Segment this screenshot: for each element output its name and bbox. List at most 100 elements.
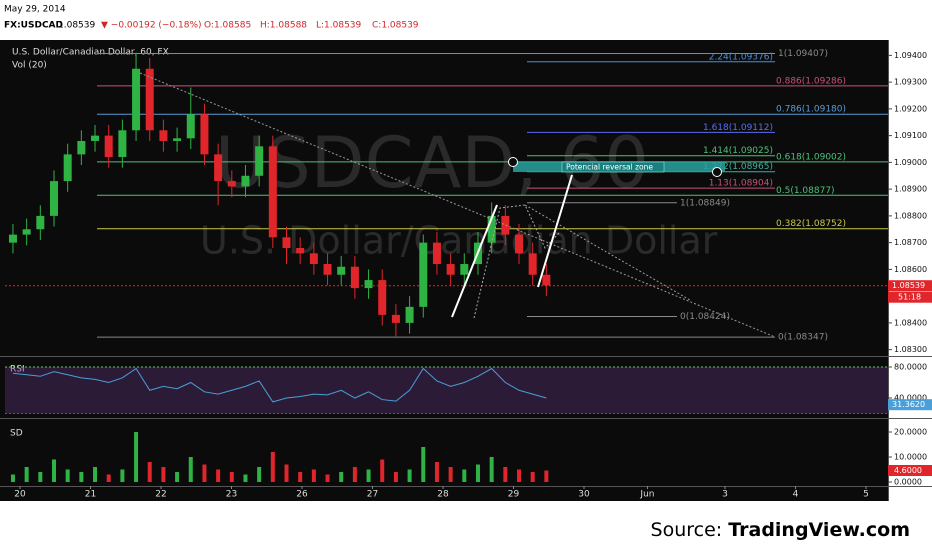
candle-body: [501, 215, 510, 235]
anchor-point: [712, 167, 722, 177]
candle-body: [378, 280, 387, 315]
sd-bar: [489, 457, 494, 482]
sd-bar: [407, 469, 412, 482]
sd-bar: [448, 467, 453, 482]
chart-subtitle: Vol (20): [12, 61, 47, 71]
x-tick-label: 21: [85, 490, 96, 500]
change: ▼ −0.00192 (−0.18%): [101, 21, 202, 31]
candle-body: [391, 314, 400, 323]
sd-bar: [352, 467, 357, 482]
candle-body: [432, 242, 441, 265]
watermark: U.S. Dollar/Canadian Dollar: [200, 219, 718, 263]
candle-body: [22, 229, 31, 235]
symbol: FX:USDCAD: [4, 21, 63, 31]
sd-last-box: [888, 465, 932, 476]
x-tick-label: 30: [578, 490, 590, 500]
x-tick-label: 29: [508, 490, 520, 500]
y-tick-label: 80.0000: [894, 362, 927, 371]
y-tick-label: 1.09200: [894, 104, 927, 113]
candle-body: [63, 154, 72, 182]
last-price-label: 1.08539: [892, 281, 925, 290]
sd-bar: [147, 462, 152, 482]
trend-line: [139, 72, 776, 338]
candle-body: [36, 215, 45, 230]
open: O:1.08585: [204, 21, 251, 31]
sd-bar: [270, 452, 275, 482]
fib-label: 0.786(1.09180): [776, 105, 846, 115]
sd-bar: [229, 472, 234, 482]
fib-label: 0(1.08347): [778, 333, 828, 343]
pattern-leg: [537, 174, 573, 288]
candle-body: [145, 68, 154, 131]
fib-label: 0.886(1.09286): [776, 76, 846, 86]
sd-bar: [106, 474, 111, 482]
panel-title: RSI: [10, 365, 25, 375]
candle-body: [282, 237, 291, 248]
sd-bar: [544, 470, 549, 482]
candle-body: [186, 114, 195, 139]
fib-label: 0.618(1.09002): [776, 152, 846, 162]
candle-body: [255, 146, 264, 176]
candle-body: [323, 264, 332, 275]
candle-body: [337, 266, 346, 275]
candle-body: [159, 130, 168, 141]
x-tick-label: 3: [722, 490, 728, 500]
rsi-last-label: 31.3620: [892, 400, 925, 409]
close: C:1.08539: [372, 21, 419, 31]
candle-body: [118, 130, 127, 158]
y-tick-label: 1.08700: [894, 238, 927, 247]
fib-label: 0(1.08424): [680, 312, 730, 322]
sd-bar: [503, 467, 508, 482]
sd-bar: [51, 459, 56, 482]
sd-bar: [93, 467, 98, 482]
candle-body: [460, 264, 469, 275]
last-price: 1.08539: [58, 21, 95, 31]
sd-bar: [393, 472, 398, 482]
candle-body: [104, 135, 113, 158]
pattern-leg: [451, 204, 498, 318]
source-brand: TradingView.com: [728, 519, 910, 541]
y-tick-label: 1.08800: [894, 211, 927, 220]
drawings: Potencial reversal zone: [139, 72, 776, 338]
sd-last-label: 4.6000: [894, 466, 922, 475]
y-tick-label: 40.0000: [894, 394, 927, 403]
sd-bar: [120, 469, 125, 482]
candle-body: [419, 242, 428, 307]
reversal-zone-label: Potencial reversal zone: [566, 163, 653, 172]
panel-title: SD: [10, 429, 23, 439]
x-tick-label: 26: [296, 490, 308, 500]
candle-body: [405, 306, 414, 323]
sd-bar: [311, 469, 316, 482]
candle-body: [8, 234, 17, 243]
y-tick-label: 1.09300: [894, 78, 927, 87]
candle-body: [542, 274, 551, 286]
y-tick-label: 10.0000: [894, 453, 927, 462]
candle-body: [515, 234, 524, 254]
chart-title: U.S. Dollar/Canadian Dollar, 60, FX: [12, 48, 169, 58]
sd-bar: [366, 469, 371, 482]
pattern-line: [473, 204, 561, 319]
fib-label: 2.24(1.09376): [709, 52, 773, 62]
sd-bar: [24, 467, 29, 482]
reversal-zone-label-box: [561, 161, 665, 173]
candle-body: [268, 146, 277, 238]
sd-bar: [380, 459, 385, 482]
sd-bar: [462, 469, 467, 482]
source: Source: TradingView.com: [651, 519, 910, 541]
candle-body: [296, 247, 305, 254]
y-tick-label: 1.09100: [894, 131, 927, 140]
sd-bar: [79, 472, 84, 482]
last-price-box: [888, 280, 932, 292]
candle-body: [214, 154, 223, 182]
date: May 29, 2014: [4, 5, 66, 15]
rsi-last-box: [888, 399, 932, 411]
countdown-box: [888, 291, 932, 303]
y-tick-label: 1.09000: [894, 158, 927, 167]
sd-bar: [161, 467, 166, 482]
sd-bar: [134, 432, 139, 482]
candle-body: [364, 280, 373, 289]
sd-bar: [216, 469, 221, 482]
rsi-line: [12, 367, 547, 403]
fib-label: 1.414(1.09025): [703, 146, 773, 156]
